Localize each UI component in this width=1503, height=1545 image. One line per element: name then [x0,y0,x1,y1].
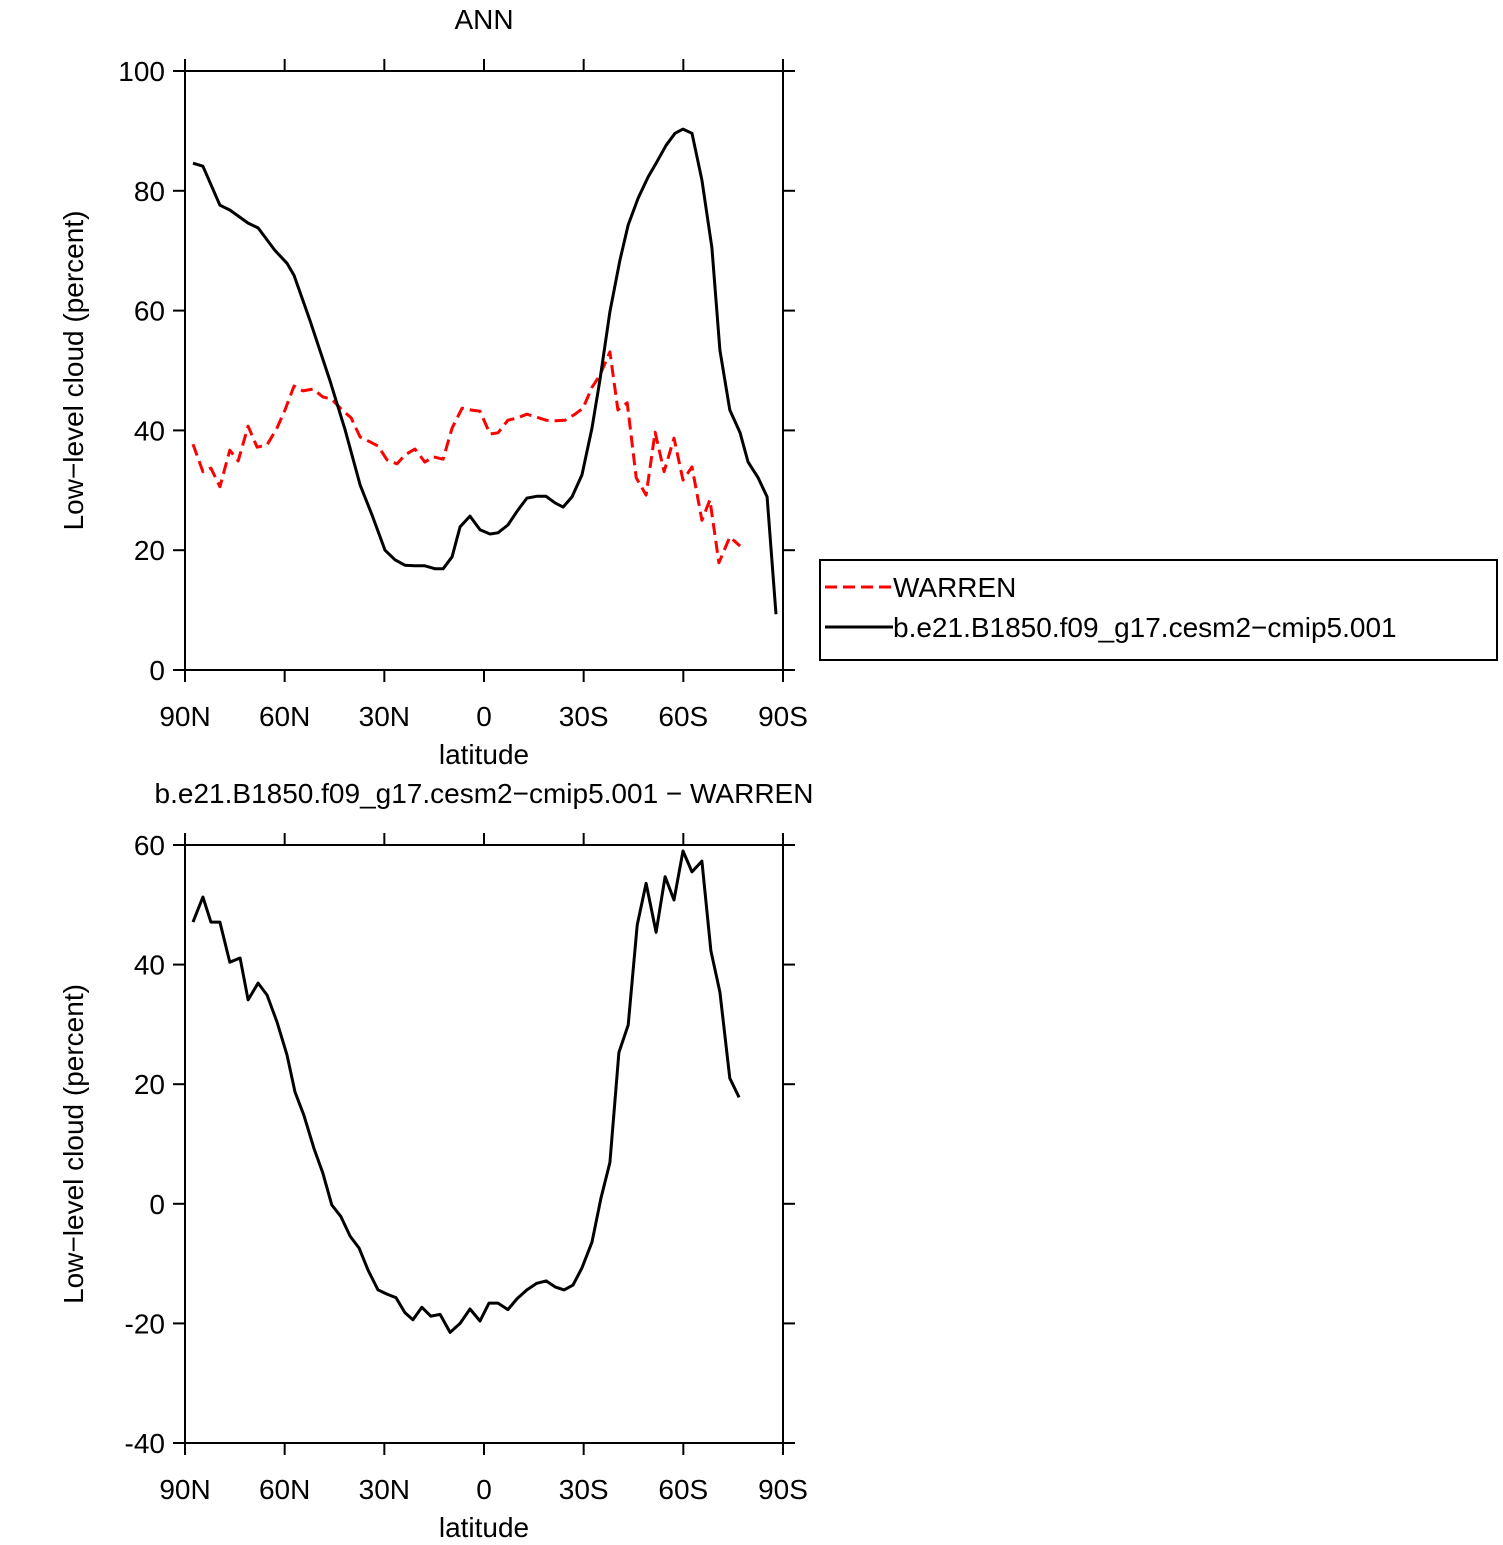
x-tick-label: 30S [559,701,609,732]
y-tick-label: 40 [134,415,165,446]
chart-title: ANN [454,4,513,35]
y-tick-label: -20 [125,1308,165,1339]
y-axis-label: Low−level cloud (percent) [58,211,89,531]
y-tick-label: 60 [134,830,165,861]
x-tick-label: 30N [359,701,410,732]
series-line [192,127,778,615]
y-tick-label: 100 [118,56,165,87]
x-tick-label: 0 [476,1474,492,1505]
y-tick-label: 40 [134,950,165,981]
x-tick-label: 90S [758,701,808,732]
series-line [191,350,742,565]
x-axis-label: latitude [439,1512,529,1543]
plot-frame [184,844,784,1444]
plot-frame [184,70,784,671]
y-axis-label: Low−level cloud (percent) [58,984,89,1304]
y-tick-label: 80 [134,176,165,207]
x-tick-label: 60N [259,1474,310,1505]
x-tick-label: 90N [159,1474,210,1505]
x-tick-label: 0 [476,701,492,732]
x-tick-label: 30S [559,1474,609,1505]
legend-label: WARREN [893,572,1016,603]
y-tick-label: 60 [134,296,165,327]
legend-box [819,559,1498,661]
y-tick-label: 20 [134,1069,165,1100]
x-tick-label: 90N [159,701,210,732]
x-tick-label: 60N [259,701,310,732]
x-tick-label: 60S [658,701,708,732]
x-tick-label: 30N [359,1474,410,1505]
y-tick-label: -40 [125,1428,165,1459]
x-tick-label: 90S [758,1474,808,1505]
series-line [191,849,741,1334]
y-tick-label: 20 [134,535,165,566]
chart-title: b.e21.B1850.f09_g17.cesm2−cmip5.001 − WA… [155,778,814,809]
legend-label: b.e21.B1850.f09_g17.cesm2−cmip5.001 [893,612,1397,643]
y-tick-label: 0 [149,1189,165,1220]
x-axis-label: latitude [439,739,529,770]
y-tick-label: 0 [149,655,165,686]
x-tick-label: 60S [658,1474,708,1505]
